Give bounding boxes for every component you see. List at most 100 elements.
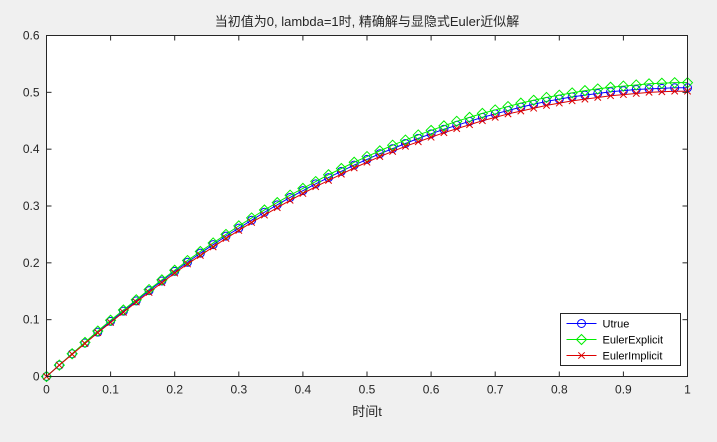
x-tick-label: 0.4 (295, 383, 312, 397)
data-point-Utrue (67, 349, 77, 359)
data-point-EulerImplicit-stroke (363, 158, 371, 166)
data-point-EulerImplicit (171, 269, 179, 277)
x-tick-label: 0.6 (423, 383, 440, 397)
data-point-EulerExplicit (117, 304, 130, 316)
data-point-EulerImplicit (145, 288, 153, 296)
y-tick-label: 0.5 (23, 85, 40, 99)
data-point-EulerExplicit (617, 80, 630, 92)
x-tick-label: 0.9 (615, 383, 632, 397)
data-point-EulerImplicit (453, 125, 461, 133)
data-point-EulerImplicit-stroke (389, 147, 397, 155)
data-point-EulerExplicit (425, 124, 437, 137)
data-point-EulerImplicit (107, 318, 115, 327)
data-point-EulerImplicit (183, 260, 192, 268)
data-point-EulerImplicit-stroke (299, 189, 307, 198)
data-point-EulerExplicit (168, 264, 181, 276)
data-point-EulerImplicit-stroke (607, 92, 615, 100)
data-point-EulerImplicit-stroke (235, 226, 243, 234)
axes-layer: 0 0.1 0.2 0.3 0.4 0.5 0.6 0.7 0.8 0.9 1 0 0.1 0.2 0.3 0… (23, 29, 691, 397)
series-layer (40, 76, 694, 383)
data-point-EulerImplicit-stroke (55, 361, 63, 369)
data-point-EulerExplicit (130, 294, 142, 306)
data-point-EulerImplicit-stroke (658, 88, 666, 96)
data-point-EulerImplicit-stroke (568, 97, 576, 105)
data-point-EulerExplicit (566, 87, 578, 99)
data-point-EulerImplicit (350, 164, 358, 172)
data-point-EulerImplicit-stroke (324, 176, 333, 184)
data-point-EulerImplicit (222, 234, 230, 242)
data-point-EulerImplicit-stroke (632, 89, 640, 98)
data-point-EulerExplicit (643, 78, 655, 90)
data-point-EulerImplicit (324, 176, 333, 184)
data-point-EulerExplicit (53, 359, 66, 371)
y-tick-label: 0.4 (23, 142, 40, 156)
data-point-Utrue (54, 360, 64, 370)
data-point-EulerExplicit (489, 104, 501, 116)
data-point-EulerExplicit (92, 325, 104, 337)
data-point-EulerImplicit-stroke (222, 234, 230, 242)
x-tick-label: 0.1 (102, 383, 119, 397)
data-point-EulerImplicit-stroke (671, 87, 679, 95)
data-point-EulerImplicit-stroke (145, 288, 153, 296)
data-point-EulerImplicit (68, 350, 76, 358)
data-point-EulerExplicit (451, 115, 463, 128)
data-point-EulerImplicit-stroke (209, 243, 217, 251)
chart-title: 当初值为0, lambda=1时, 精确解与显隐式Euler近似解 (215, 14, 520, 29)
data-point-Utrue (336, 166, 346, 176)
data-point-EulerImplicit (504, 110, 512, 118)
x-axis-label: 时间t (352, 404, 382, 419)
data-point-EulerImplicit-stroke (171, 269, 179, 277)
data-point-Utrue (375, 149, 385, 159)
data-point-EulerImplicit-stroke (158, 279, 166, 287)
x-tick-label: 0.3 (230, 383, 247, 397)
data-point-EulerImplicit-stroke (68, 350, 76, 358)
data-point-EulerImplicit (594, 93, 602, 102)
data-point-EulerImplicit (286, 196, 294, 204)
data-point-EulerImplicit (581, 95, 589, 103)
data-point-EulerImplicit (132, 298, 140, 306)
data-point-EulerImplicit-stroke (440, 129, 448, 137)
data-point-EulerImplicit-stroke (376, 153, 384, 161)
data-point-EulerImplicit (158, 279, 166, 287)
data-point-EulerExplicit (668, 76, 681, 89)
x-tick-label: 0.7 (487, 383, 504, 397)
data-point-EulerImplicit (466, 121, 474, 129)
data-point-EulerExplicit (579, 84, 591, 97)
data-point-EulerImplicit-stroke (94, 329, 102, 337)
data-point-EulerImplicit-stroke (260, 211, 268, 219)
data-point-EulerImplicit (491, 113, 499, 121)
data-point-EulerExplicit (143, 283, 155, 296)
data-point-EulerImplicit-stroke (248, 218, 256, 227)
data-point-EulerImplicit-stroke (491, 113, 499, 121)
data-point-EulerImplicit (376, 153, 384, 161)
data-point-EulerImplicit (542, 101, 551, 109)
data-point-EulerImplicit-stroke (504, 110, 512, 118)
data-point-EulerImplicit-stroke (183, 260, 192, 268)
data-point-Utrue (324, 173, 334, 183)
data-point-EulerExplicit (399, 134, 412, 146)
data-point-EulerExplicit (220, 228, 232, 241)
x-tick-label: 0.5 (359, 383, 376, 397)
data-point-EulerImplicit-stroke (273, 204, 281, 212)
data-point-EulerImplicit-stroke (119, 308, 127, 316)
data-point-EulerImplicit-stroke (337, 170, 345, 178)
data-point-EulerImplicit (555, 99, 563, 107)
legend: Utrue EulerExplicit EulerImplicit (560, 313, 681, 366)
data-point-EulerImplicit (235, 226, 243, 234)
data-point-EulerImplicit (81, 339, 89, 348)
data-point-EulerImplicit (196, 251, 204, 259)
data-point-EulerExplicit (40, 370, 53, 383)
data-point-EulerImplicit-stroke (555, 99, 563, 107)
data-point-EulerExplicit (412, 129, 424, 141)
data-point-EulerImplicit (671, 87, 679, 95)
legend-marker-EulerImplicit (577, 351, 586, 360)
data-point-EulerImplicit (55, 361, 63, 369)
x-tick-label: 0 (43, 383, 50, 397)
data-point-EulerImplicit (658, 88, 666, 96)
data-point-EulerExplicit (207, 237, 219, 249)
data-point-EulerExplicit (194, 245, 207, 258)
data-point-EulerImplicit-stroke (286, 196, 294, 204)
data-point-EulerImplicit-stroke (645, 88, 653, 96)
data-point-EulerImplicit (478, 117, 486, 125)
